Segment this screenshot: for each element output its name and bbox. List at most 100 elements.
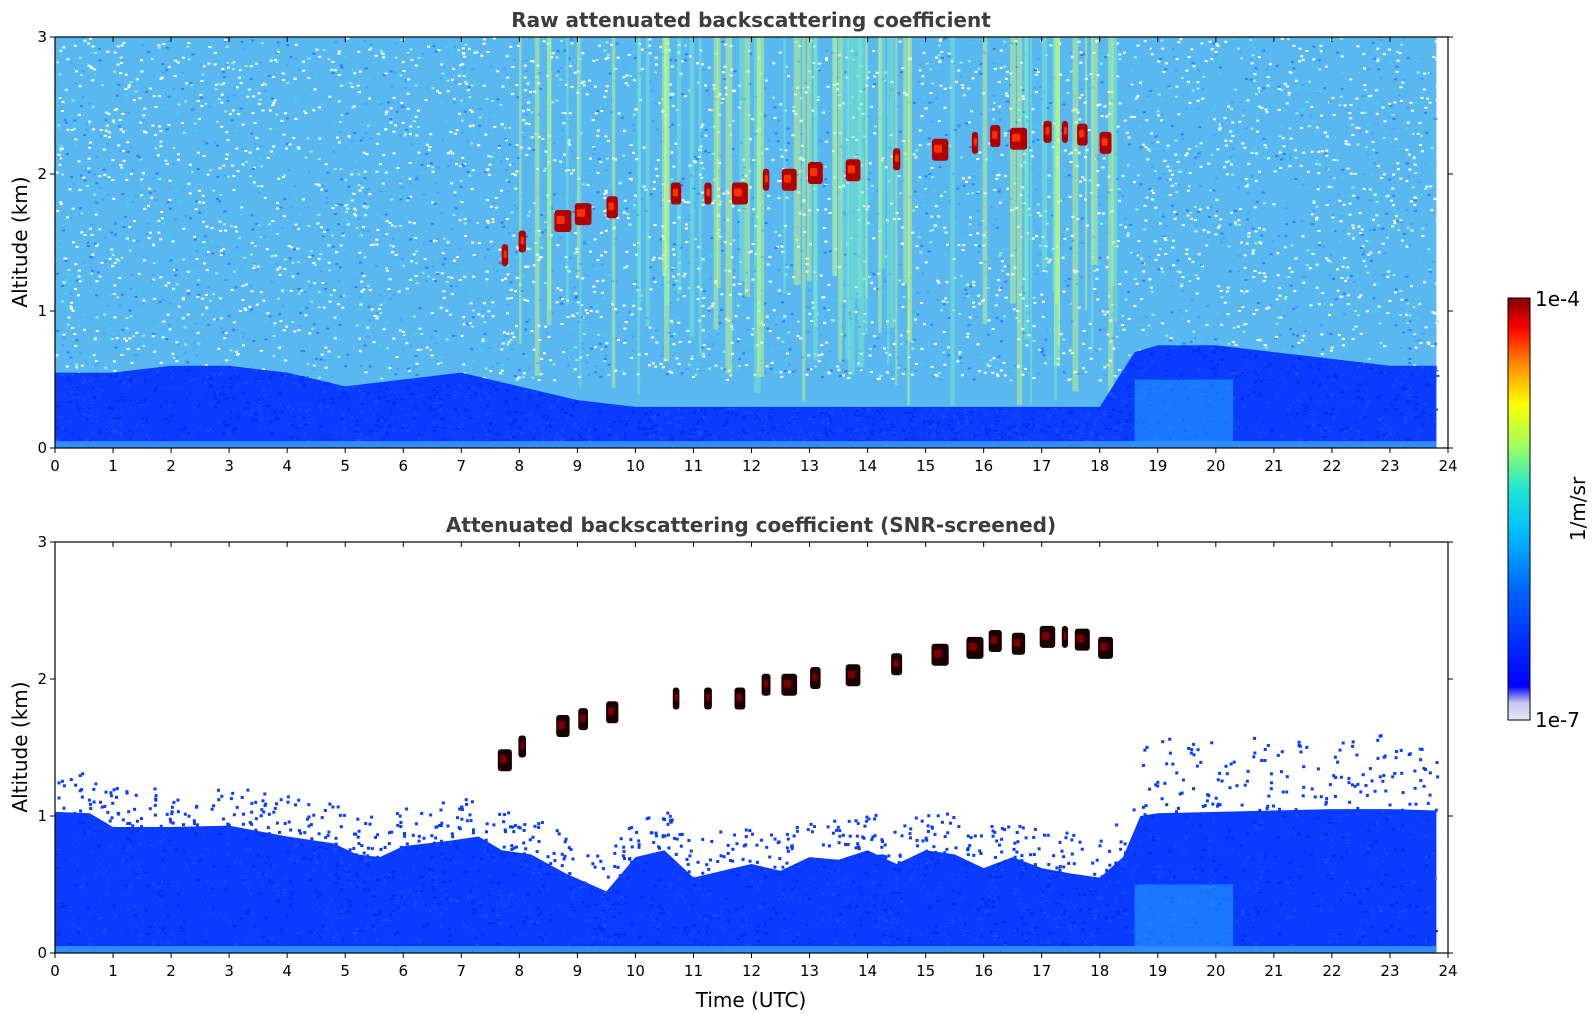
cloud-core [968,642,977,651]
evening-aerosol [1134,884,1234,953]
cloud-core [809,168,818,176]
noise-speckle [55,37,1440,382]
x-tick-label: 18 [1090,457,1109,475]
x-tick-label: 23 [1380,457,1399,475]
cloud-core [608,707,615,716]
cloud-core [520,236,525,245]
x-tick-label: 4 [282,457,292,475]
x-tick-label: 1 [108,962,118,980]
x-tick-label: 3 [224,962,234,980]
cloud-core [503,250,507,259]
x-tick-label: 17 [1032,457,1051,475]
x-tick-label: 11 [684,962,703,980]
colorbar-max-label: 1e-4 [1535,287,1580,311]
panel-screened-title: Attenuated backscattering coefficient (S… [446,513,1056,537]
x-tick-label: 8 [515,457,525,475]
y-tick-label: 0 [37,439,47,457]
x-tick-label: 24 [1438,457,1457,475]
x-tick-label: 20 [1206,962,1225,980]
cloud-core [672,188,678,197]
colorbar: 1e-4 1e-7 1/m/sr [1507,287,1590,732]
cloud-core [933,649,943,658]
x-tick-label: 6 [398,457,408,475]
panel-raw-title: Raw attenuated backscattering coefficien… [511,8,991,32]
cloud-core [992,131,998,139]
panel-screened-y-ticks: 0 1 2 3 [37,533,1453,962]
y-tick-label: 2 [37,670,47,688]
cloud-core [1100,642,1108,651]
cloud-core [847,670,856,679]
cloud-core [1041,631,1050,640]
cloud-core [812,673,818,681]
cloud-layer [501,120,1112,267]
x-tick-label: 14 [858,962,877,980]
panel-screened-x-ticks: 0 1 2 3 4 5 6 7 8 9 10 11 12 13 14 15 16 17 18 19 20 21 22 23 24 [50,542,1458,980]
x-tick-label: 16 [974,962,993,980]
x-tick-label: 19 [1148,457,1167,475]
cloud-core [556,216,565,224]
cloud-core [893,659,899,668]
x-tick-label: 19 [1148,962,1167,980]
cloud-core [499,755,507,764]
x-tick-label: 22 [1322,962,1341,980]
cloud-core [733,188,742,197]
panel-screened-x-axis-label: Time (UTC) [695,988,807,1012]
cloud-core [990,636,998,644]
colorbar-min-label: 1e-7 [1535,708,1580,732]
panel-raw-y-axis-label: Altitude (km) [8,176,32,307]
colorbar-gradient [1507,297,1531,721]
x-tick-label: 24 [1438,962,1457,980]
cloud-core [763,679,768,688]
x-tick-label: 13 [800,457,819,475]
x-tick-label: 6 [398,962,408,980]
panel-raw-heatmap [55,37,1440,448]
x-tick-label: 12 [742,457,761,475]
x-tick-label: 7 [457,457,467,475]
virga-streaks [519,37,1118,406]
x-tick-label: 23 [1380,962,1399,980]
panel-screened-y-axis-label: Altitude (km) [8,681,32,812]
cloud-core [1063,126,1067,135]
boundary-layer-texture [55,810,1438,953]
x-tick-label: 9 [573,457,583,475]
x-tick-label: 20 [1206,457,1225,475]
cloud-layer [497,625,1113,772]
x-tick-label: 9 [573,962,583,980]
x-tick-label: 2 [166,457,176,475]
panel-raw-x-ticks: 0 1 2 3 4 5 6 7 8 9 10 11 12 13 14 15 16 17 18 19 20 21 22 23 24 [50,37,1458,475]
x-tick-label: 15 [916,457,935,475]
cloud-core [608,202,615,211]
cloud-core [783,174,792,183]
y-tick-label: 2 [37,165,47,183]
x-tick-label: 18 [1090,962,1109,980]
x-tick-label: 0 [50,457,60,475]
cloud-core [973,137,977,146]
screened-speckle [57,734,1440,879]
cloud-core [1045,126,1050,135]
cloud-core [1012,133,1021,142]
cloud-core [934,144,943,153]
cloud-core [576,209,586,218]
cloud-core [895,154,899,163]
y-tick-label: 1 [37,807,47,825]
x-tick-label: 2 [166,962,176,980]
x-tick-label: 1 [108,457,118,475]
cloud-core [1063,631,1067,640]
surface-layer [55,441,1437,448]
cloud-core [764,174,768,183]
x-tick-label: 7 [457,962,467,980]
x-tick-label: 13 [800,962,819,980]
cloud-core [520,741,525,750]
panel-raw: Raw attenuated backscattering coefficien… [8,8,1458,475]
y-tick-label: 1 [37,302,47,320]
x-tick-label: 17 [1032,962,1051,980]
cloud-core [736,693,742,702]
x-tick-label: 22 [1322,457,1341,475]
x-tick-label: 15 [916,962,935,980]
boundary-layer [55,809,1437,953]
x-tick-label: 8 [515,962,525,980]
panel-screened-heatmap [55,625,1440,953]
y-tick-label: 0 [37,944,47,962]
x-tick-label: 0 [50,962,60,980]
